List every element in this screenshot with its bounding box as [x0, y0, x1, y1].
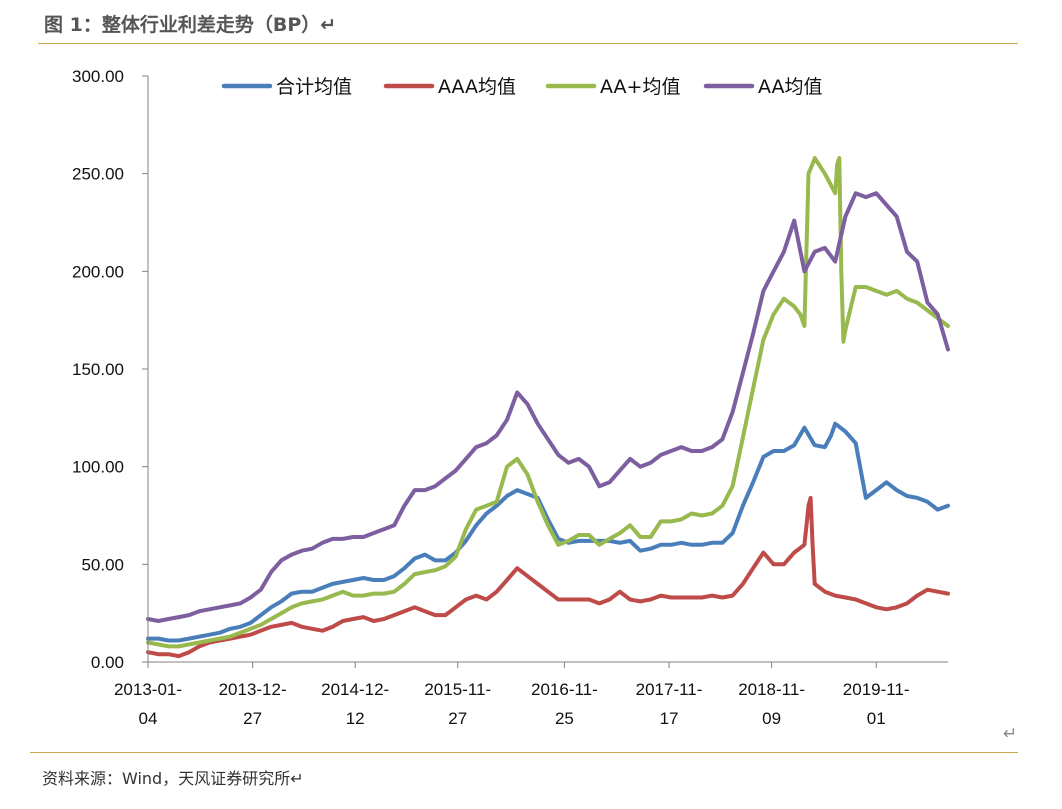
legend-label-3: AA均值	[758, 76, 823, 98]
series-layer	[146, 156, 950, 659]
x-tick-label: 2018-11-09	[738, 680, 805, 728]
source-note: 资料来源：Wind，天风证券研究所↵	[42, 769, 304, 788]
x-tick-label: 2014-12-12	[321, 680, 389, 728]
x-tick-label: 2017-11-17	[636, 680, 703, 728]
x-tick-label: 2013-01-04	[114, 680, 182, 728]
x-tick-label: 2013-12-27	[219, 680, 287, 728]
bottom-divider	[30, 752, 1018, 753]
y-tick-label: 50.00	[81, 555, 124, 574]
series-line-0	[146, 421, 950, 643]
axes: 0.00 50.00 100.00 150.00 200.00 250.00 300.00 2…	[72, 67, 948, 728]
y-tick-label: 250.00	[72, 165, 124, 184]
y-tick-label: 150.00	[72, 360, 124, 379]
x-tick-label: 2015-11-27	[424, 680, 491, 728]
top-divider	[38, 43, 1018, 44]
x-tick-label: 2016-11-25	[531, 680, 598, 728]
y-tick-label: 100.00	[72, 458, 124, 477]
series-line-2	[146, 156, 950, 649]
figure-title: 图 1：整体行业利差走势（BP）↵	[44, 14, 337, 36]
y-tick-label: 0.00	[91, 653, 124, 672]
x-tick-label: 2019-11-01	[843, 680, 910, 728]
legend: 合计均值 AAA均值 AA+均值 AA均值	[221, 76, 823, 98]
y-tick-label: 300.00	[72, 67, 124, 86]
return-mark: ↵	[1003, 724, 1018, 744]
series-line-3	[146, 191, 950, 623]
legend-label-2: AA+均值	[600, 76, 680, 98]
legend-label-0: 合计均值	[276, 76, 352, 98]
series-line-1	[146, 495, 950, 659]
legend-label-1: AAA均值	[438, 76, 516, 98]
y-tick-label: 200.00	[72, 262, 124, 281]
